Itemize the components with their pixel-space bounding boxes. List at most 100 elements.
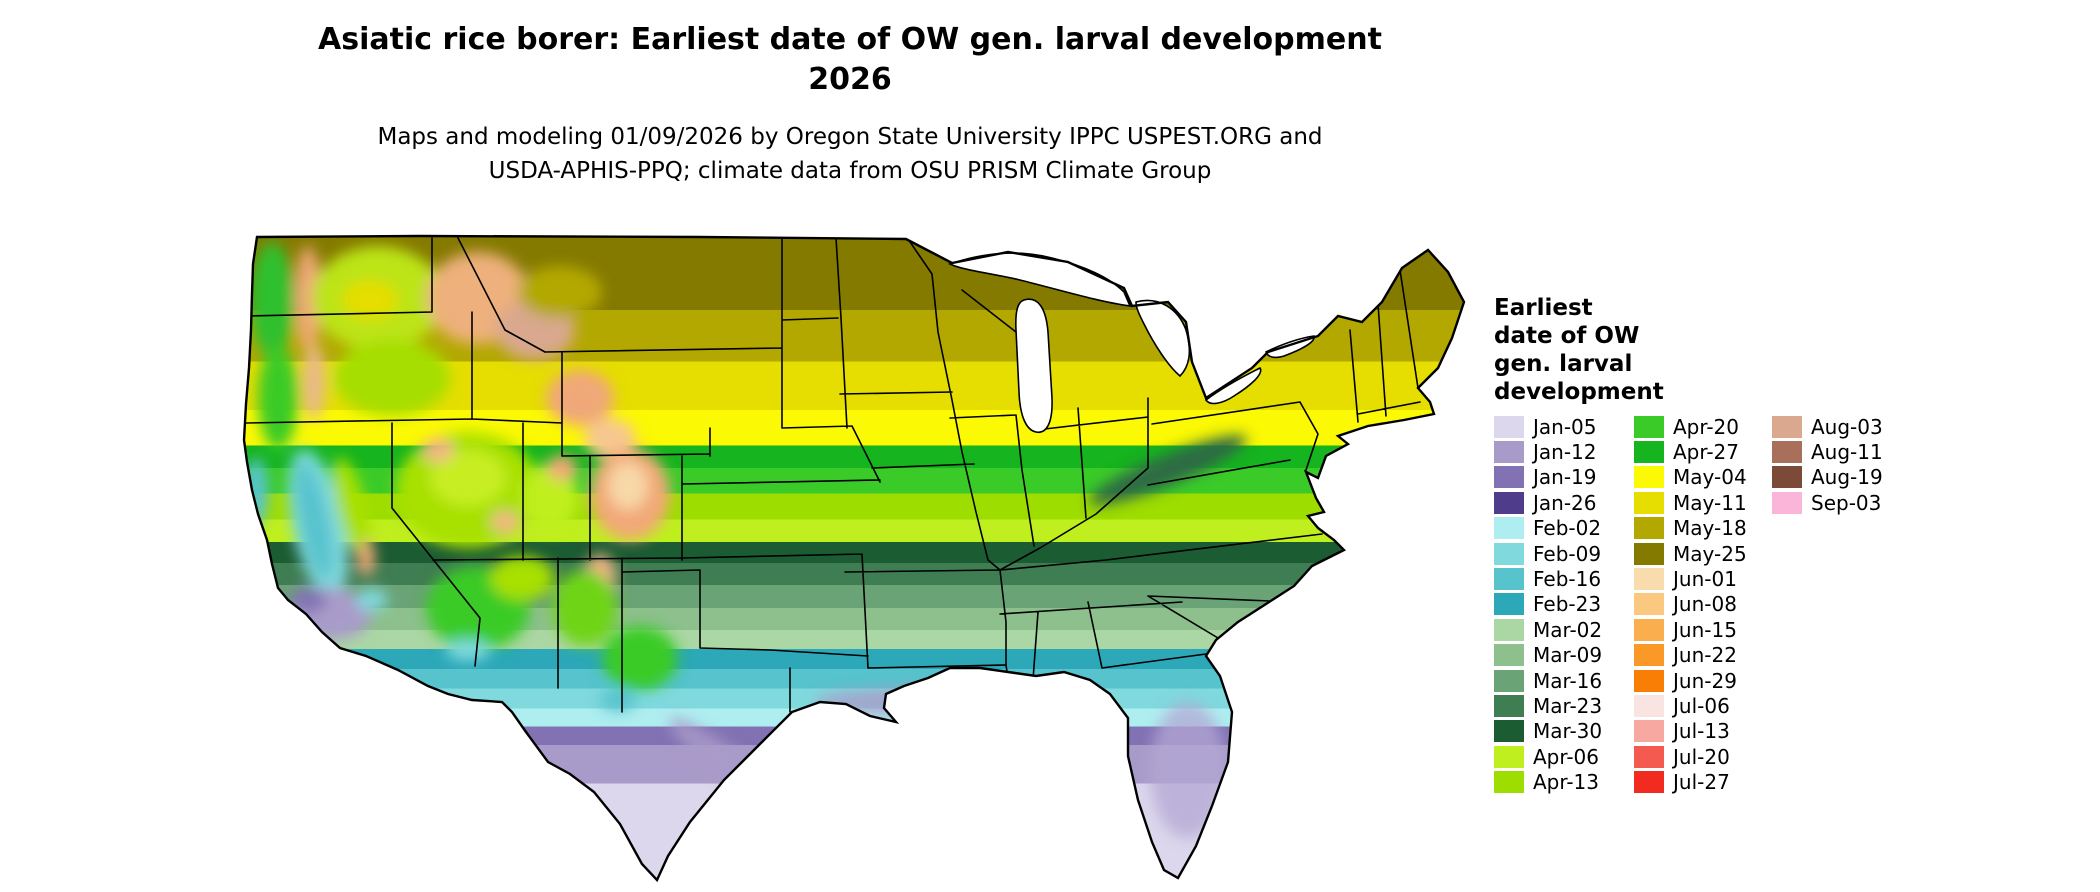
legend-label: Jun-08 [1673,592,1737,617]
terrain-patch [334,340,450,416]
legend-item: Aug-19 [1772,465,1883,490]
terrain-overlay [244,242,1248,838]
legend-item: Jul-20 [1634,744,1747,769]
legend-swatch [1494,568,1524,591]
terrain-patch [584,418,636,458]
legend-label: Feb-02 [1533,516,1602,541]
legend-swatch [1772,466,1802,489]
legend-swatch [1634,618,1664,641]
legend-item: Apr-27 [1634,439,1747,464]
lake-huron [1135,299,1191,378]
legend-swatch [1634,466,1664,489]
legend-label: Aug-03 [1811,414,1883,439]
legend-item: May-04 [1634,465,1747,490]
terrain-patch [430,450,506,506]
legend-item: Jun-08 [1634,592,1747,617]
legend-item: Mar-23 [1494,693,1602,718]
terrain-patch [522,464,578,532]
legend-label: Aug-19 [1811,465,1883,490]
terrain-patch [290,587,326,613]
legend-title-line: date of OW [1494,323,1640,349]
legend-label: Sep-03 [1811,490,1882,515]
legend-item: Jul-27 [1634,769,1747,794]
legend-item: Jan-19 [1494,465,1602,490]
legend-item: Jun-22 [1634,643,1747,668]
legend-swatch [1634,415,1664,438]
legend-label: Jan-05 [1533,414,1597,439]
terrain-patch [356,589,388,611]
terrain-patch [600,689,636,711]
legend-title-line: development [1494,379,1664,405]
legend-item: Jan-12 [1494,439,1602,464]
terrain-patch [1150,702,1226,838]
legend-item: Jun-29 [1634,668,1747,693]
legend-item: Apr-20 [1634,414,1747,439]
legend-label: Apr-06 [1533,744,1599,769]
legend-swatch [1494,669,1524,692]
legend-title-line: gen. larval [1494,351,1633,377]
state-borders [245,237,1421,713]
legend-swatch [1772,441,1802,464]
terrain-patch [422,438,454,462]
legend-label: May-18 [1673,516,1747,541]
legend-swatch [1634,441,1664,464]
legend-column-2: Apr-20 Apr-27 May-04 May-11 May-18 May-2… [1634,414,1747,795]
legend-swatch [1634,491,1664,514]
legend-label: May-11 [1673,490,1747,515]
legend-label: Jul-13 [1673,719,1730,744]
legend-label: Aug-11 [1811,440,1883,465]
terrain-patch [250,242,294,358]
legend-swatch [1634,568,1664,591]
legend-swatch [1634,745,1664,768]
legend-swatch [1772,491,1802,514]
terrain-patch [553,570,617,646]
legend-label: Mar-02 [1533,617,1603,642]
legend-item: Mar-09 [1494,643,1602,668]
legend-item: Feb-09 [1494,541,1602,566]
map-subtitle-line2: USDA-APHIS-PPQ; climate data from OSU PR… [488,158,1212,184]
legend-item: Jul-13 [1634,719,1747,744]
legend-label: Jun-22 [1673,643,1737,668]
lake-erie [1204,366,1262,405]
legend-column-1: Jan-05 Jan-12 Jan-19 Jan-26 Feb-02 Feb-0… [1494,414,1602,795]
legend-item: Jun-15 [1634,617,1747,642]
legend-swatch [1634,694,1664,717]
legend-item: Jul-06 [1634,693,1747,718]
legend-swatch [1494,720,1524,743]
legend-item: Apr-06 [1494,744,1602,769]
terrain-patch [295,461,333,579]
legend-label: Jun-29 [1673,668,1737,693]
terrain-patch [490,556,554,600]
legend-label: Mar-09 [1533,643,1603,668]
legend-item: Sep-03 [1772,490,1883,515]
legend-swatch [1494,491,1524,514]
map-title-line2: 2026 [808,62,892,97]
legend-swatch [1494,415,1524,438]
legend-label: Jan-19 [1533,465,1597,490]
legend-label: Jul-27 [1673,770,1730,795]
legend-item: Feb-02 [1494,516,1602,541]
legend-swatch [1634,542,1664,565]
legend-swatch [1772,415,1802,438]
legend-item: Jan-26 [1494,490,1602,515]
legend-swatch [1494,593,1524,616]
legend-title-line: Earliest [1494,295,1593,321]
legend-column-3: Aug-03 Aug-11 Aug-19 Sep-03 [1772,414,1883,516]
terrain-patch [1088,435,1248,505]
legend-label: Feb-09 [1533,541,1602,566]
map-subtitle-line1: Maps and modeling 01/09/2026 by Oregon S… [377,124,1323,150]
legend-swatch [1634,720,1664,743]
legend-item: May-18 [1634,516,1747,541]
legend-item: May-11 [1634,490,1747,515]
terrain-patch [815,688,1045,716]
legend-label: Feb-23 [1533,592,1602,617]
legend-label: Mar-16 [1533,668,1603,693]
legend-label: Apr-20 [1673,414,1739,439]
lake-michigan [1015,298,1053,433]
legend-swatch [1494,771,1524,794]
legend-item: May-25 [1634,541,1747,566]
terrain-patch [295,246,321,350]
legend-label: Jan-12 [1533,440,1597,465]
